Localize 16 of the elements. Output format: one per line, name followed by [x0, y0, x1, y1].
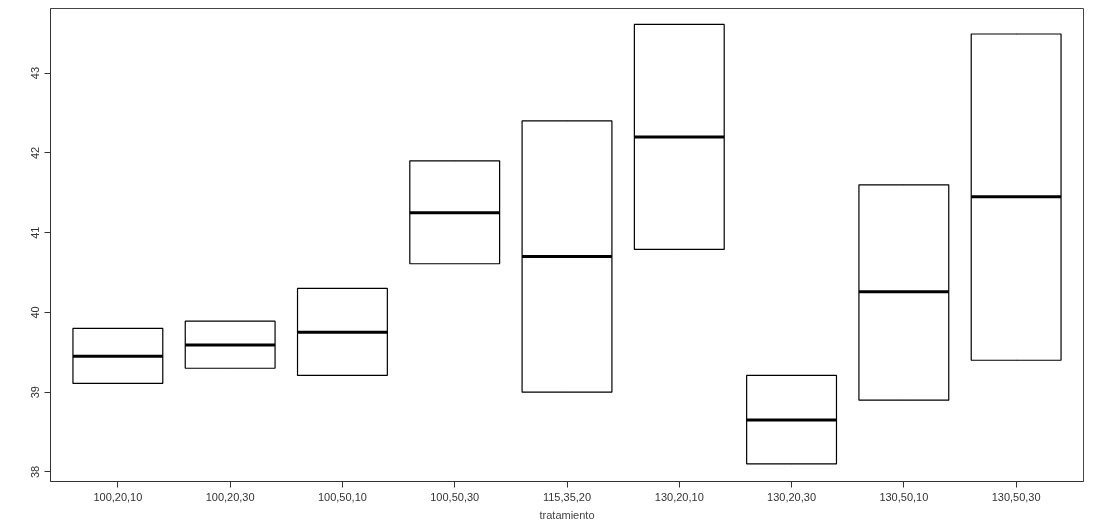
y-tick-label: 39 — [29, 386, 42, 399]
y-tick-label: 38 — [29, 465, 42, 479]
y-tick-label: 41 — [29, 226, 42, 239]
x-tick-label: 100,20,10 — [93, 490, 143, 503]
x-tick-label: 100,50,30 — [430, 490, 480, 503]
y-tick-label: 42 — [29, 146, 42, 159]
x-tick-label: 130,50,10 — [879, 490, 929, 503]
y-tick-label: 40 — [29, 306, 42, 319]
x-tick-label: 115,35,20 — [542, 490, 592, 503]
y-tick-label: 43 — [29, 66, 42, 80]
x-tick-label: 100,50,10 — [317, 490, 367, 503]
x-axis-title: tratamiento — [539, 508, 595, 521]
x-tick-label: 100,20,30 — [205, 490, 255, 503]
x-tick-label: 130,20,10 — [654, 490, 704, 503]
x-tick-label: 130,50,30 — [991, 490, 1041, 503]
x-tick-label: 130,20,30 — [767, 490, 817, 503]
